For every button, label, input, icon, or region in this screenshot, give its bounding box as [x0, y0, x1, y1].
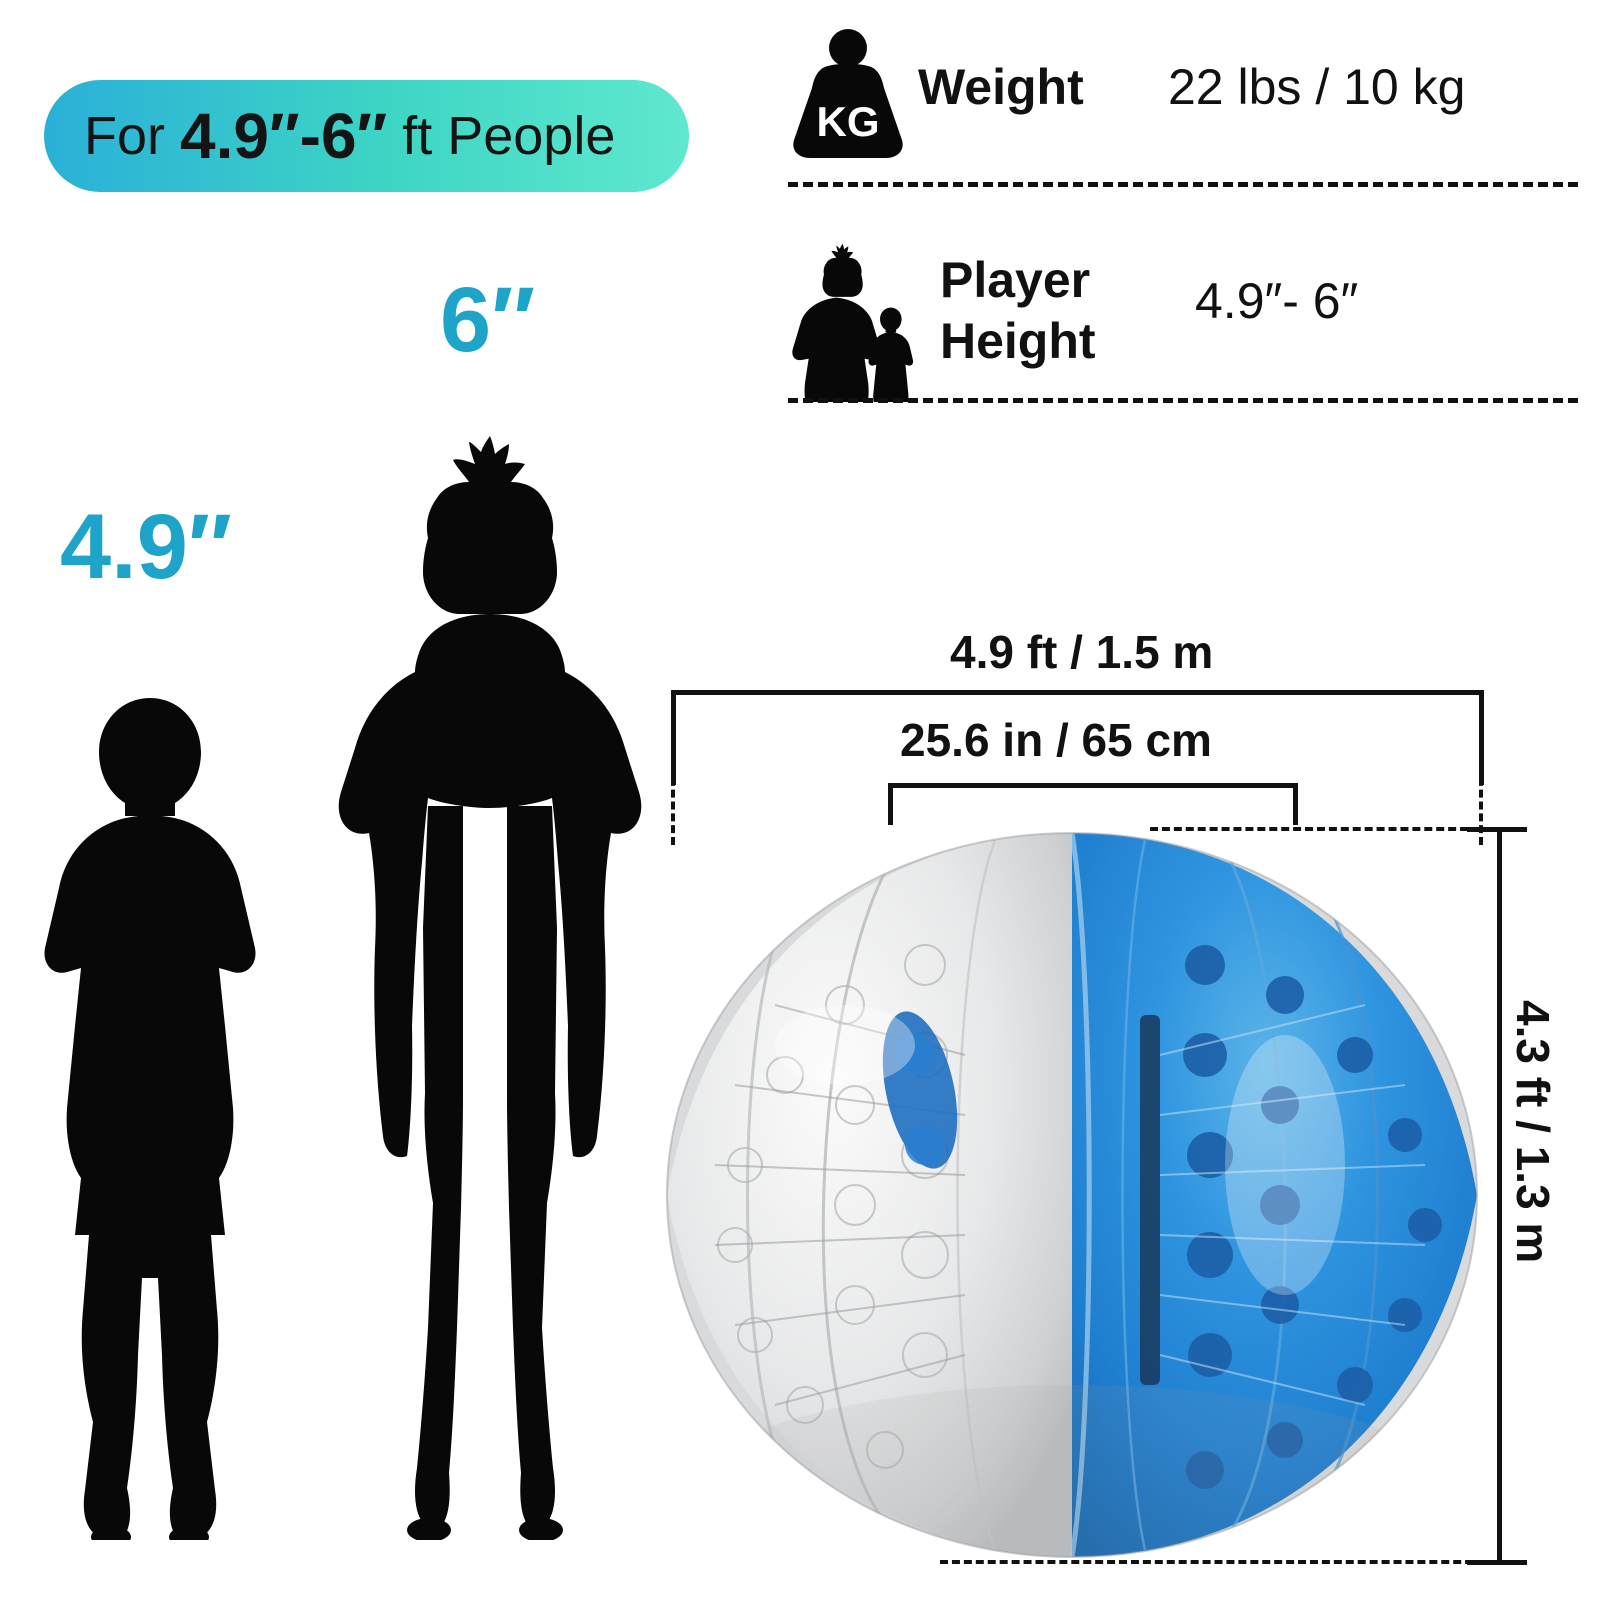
- svg-text:KG: KG: [817, 98, 880, 145]
